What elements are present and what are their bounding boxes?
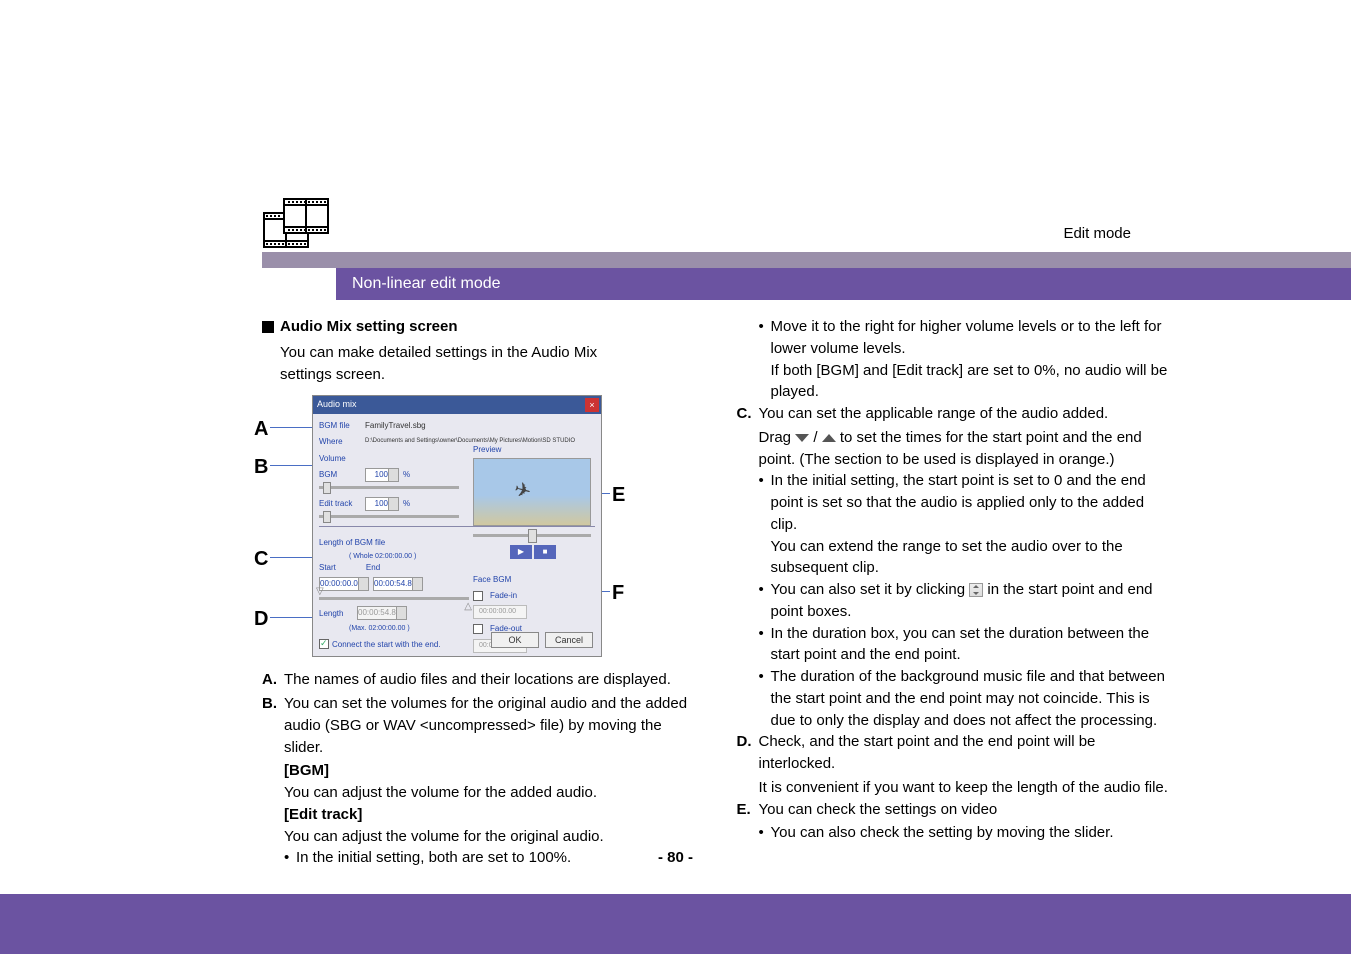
page-number: - 80 - (0, 849, 1351, 866)
edit-track-text: You can adjust the volume for the origin… (284, 826, 697, 848)
bullet-e: •You can also check the setting by movin… (737, 822, 1172, 844)
callout-B: B (254, 453, 268, 482)
intro-text: You can make detailed settings in the Au… (262, 342, 697, 386)
cancel-button: Cancel (545, 632, 593, 648)
callout-E: E (612, 481, 625, 510)
footer-bar (0, 894, 1351, 954)
item-A: A. The names of audio files and their lo… (262, 669, 697, 691)
bullet-move-sub: If both [BGM] and [Edit track] are set t… (737, 360, 1172, 404)
stop-icon: ■ (534, 545, 556, 559)
section-title-bar: Non-linear edit mode (336, 268, 1351, 300)
bullet-move: •Move it to the right for higher volume … (737, 316, 1172, 360)
film-strip-icon (262, 195, 332, 255)
audio-mix-heading: Audio Mix setting screen (262, 316, 697, 338)
header-divider (262, 252, 1351, 268)
callout-F: F (612, 579, 624, 608)
triangle-down-icon (795, 434, 809, 442)
play-icon: ▶ (510, 545, 532, 559)
edit-mode-label: Edit mode (1063, 225, 1131, 242)
bgm-label: [BGM] (284, 762, 329, 779)
callout-D: D (254, 605, 268, 634)
ok-button: OK (491, 632, 539, 648)
callout-A: A (254, 415, 268, 444)
edit-track-label: [Edit track] (284, 806, 362, 823)
item-C: C. You can set the applicable range of t… (737, 403, 1172, 425)
callout-C: C (254, 545, 268, 574)
bullet-c4: •The duration of the background music fi… (737, 666, 1172, 731)
item-D: D. Check, and the start point and the en… (737, 731, 1172, 775)
bullet-c2: •You can also set it by clicking in the … (737, 579, 1172, 623)
spinner-icon (969, 583, 983, 597)
dialog-screenshot: A B C D E F Audio mix× BGM fileFamilyTra… (262, 395, 602, 657)
bullet-c3: •In the duration box, you can set the du… (737, 623, 1172, 667)
item-E: E. You can check the settings on video (737, 799, 1172, 821)
drag-instruction: Drag / to set the times for the start po… (737, 427, 1172, 471)
item-B: B. You can set the volumes for the origi… (262, 693, 697, 758)
close-icon: × (585, 398, 599, 412)
bullet-c1b: You can extend the range to set the audi… (737, 536, 1172, 580)
item-D-sub: It is convenient if you want to keep the… (737, 777, 1172, 799)
bullet-c1: •In the initial setting, the start point… (737, 470, 1172, 535)
triangle-up-icon (822, 434, 836, 442)
bgm-text: You can adjust the volume for the added … (284, 782, 697, 804)
